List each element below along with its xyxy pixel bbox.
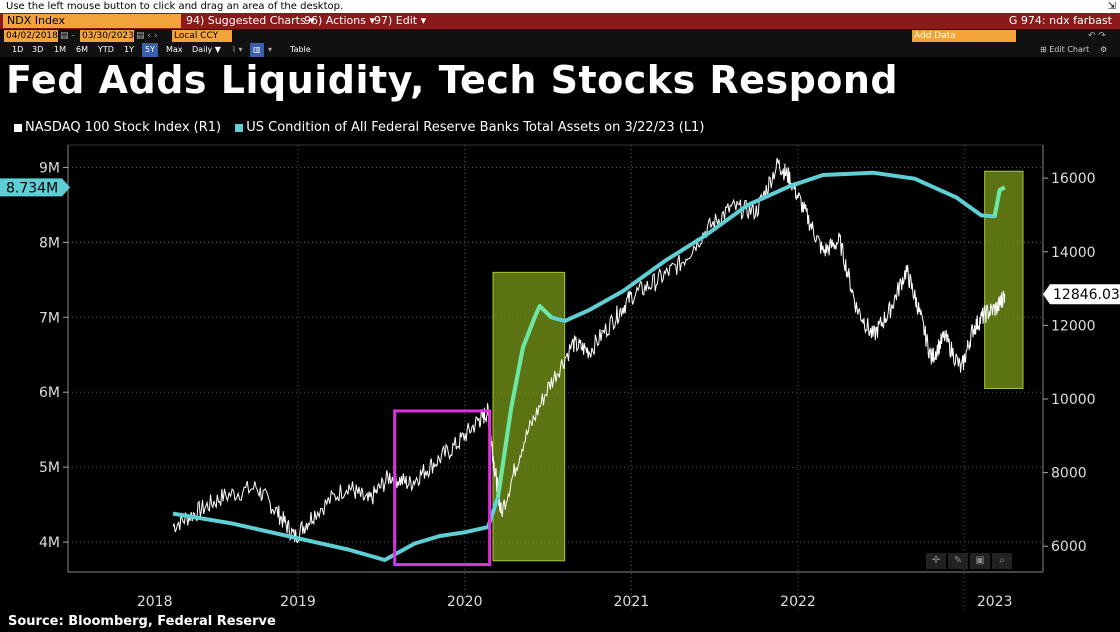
fed-last-value-label: 8.734M	[6, 180, 58, 196]
status-hint: Use the left mouse button to click and d…	[0, 0, 1120, 13]
fed-legend-swatch	[235, 123, 244, 132]
line-chart-icon[interactable]: ⌇ ▾	[232, 45, 243, 54]
range-max[interactable]: Max	[166, 45, 183, 54]
magenta-highlight-box	[393, 409, 492, 567]
fed-legend-label: US Condition of All Federal Reserve Bank…	[246, 120, 705, 135]
nasdaq-last-value-label: 12846.03	[1053, 287, 1120, 303]
left-tick-label: 5M	[39, 460, 60, 476]
zoom-icon[interactable]: ⌕	[992, 553, 1012, 569]
period-select[interactable]: Daily ▼	[192, 45, 221, 54]
left-tick-label: 7M	[39, 310, 60, 326]
currency-select[interactable]: Local CCY	[172, 30, 232, 42]
right-tick-label: 14000	[1051, 245, 1096, 261]
save-icon[interactable]: ▣	[970, 553, 990, 569]
undo-redo-icon[interactable]: ↶ ↷	[1088, 31, 1106, 41]
range-3d[interactable]: 3D	[32, 45, 44, 54]
range-1m[interactable]: 1M	[54, 45, 66, 54]
highlight-box	[492, 271, 566, 562]
bar-chart-icon[interactable]: ▥	[250, 43, 264, 57]
settings-icon[interactable]: ⚙	[1100, 45, 1108, 54]
menu-bar: NDX Index 94) Suggested Charts ▾ 96) Act…	[0, 13, 1120, 29]
nasdaq-series-line	[172, 157, 1006, 544]
suggested-charts-menu[interactable]: 94) Suggested Charts ▾	[186, 14, 315, 27]
x-tick-label: 2022	[780, 594, 816, 610]
nasdaq-legend-label: NASDAQ 100 Stock Index (R1)	[25, 120, 222, 135]
right-tick-label: 8000	[1051, 466, 1087, 482]
chart-legend: NASDAQ 100 Stock Index (R1) US Condition…	[14, 120, 704, 135]
range-toolbar: 1D 3D 1M 6M YTD 1Y 5Y Max Daily ▼ ⌇ ▾ ▥ …	[0, 43, 1120, 57]
edit-menu[interactable]: 97) Edit ▾	[374, 14, 427, 27]
end-date-input[interactable]: 03/30/2023	[80, 30, 134, 42]
x-tick-label: 2018	[137, 594, 173, 610]
add-data-input[interactable]: Add Data	[912, 30, 1016, 42]
fed-surge-2020	[496, 304, 553, 498]
start-date-input[interactable]: 04/02/2018	[4, 30, 58, 42]
pencil-icon[interactable]: ✎	[948, 553, 968, 569]
crosshair-icon[interactable]: ✛	[926, 553, 946, 569]
range-ytd[interactable]: YTD	[98, 45, 114, 54]
date-nav-icon[interactable]: ▤ ‹ ›	[136, 31, 158, 41]
status-hint-text: Use the left mouse button to click and d…	[6, 1, 344, 12]
source-note: Source: Bloomberg, Federal Reserve	[8, 614, 276, 629]
chart-tools: ✛ ✎ ▣ ⌕	[926, 548, 1014, 569]
left-tick-label: 6M	[39, 385, 60, 401]
table-button[interactable]: Table	[290, 45, 311, 54]
right-tick-label: 6000	[1051, 539, 1087, 555]
range-5y[interactable]: 5Y	[142, 43, 158, 57]
calendar-icon[interactable]: ▤ -	[60, 31, 75, 41]
edit-chart-button[interactable]: ⊞ Edit Chart	[1040, 45, 1090, 54]
resize-icon[interactable]: ⇲	[1107, 1, 1116, 12]
chart-title: Fed Adds Liquidity, Tech Stocks Respond	[6, 58, 899, 102]
x-tick-label: 2021	[614, 594, 650, 610]
x-tick-label: 2019	[280, 594, 316, 610]
date-toolbar: 04/02/2018 ▤ - 03/30/2023 ▤ ‹ › Local CC…	[0, 29, 1120, 43]
range-1y[interactable]: 1Y	[124, 45, 134, 54]
nasdaq-legend-swatch	[14, 123, 22, 132]
chart-id-label: G 974: ndx farbast	[1008, 14, 1112, 27]
x-tick-label: 2020	[447, 594, 483, 610]
fed-surge-2023	[992, 185, 1006, 217]
right-tick-label: 12000	[1051, 318, 1096, 334]
fed-last-value-badge	[0, 178, 70, 197]
left-tick-label: 4M	[39, 535, 60, 551]
fed-series-line	[172, 170, 1006, 562]
right-tick-label: 10000	[1051, 392, 1096, 408]
left-tick-label: 9M	[39, 160, 60, 176]
right-tick-label: 16000	[1051, 171, 1096, 187]
range-6m[interactable]: 6M	[76, 45, 88, 54]
ticker-field[interactable]: NDX Index	[3, 14, 181, 28]
actions-menu[interactable]: 96) Actions ▾	[304, 14, 375, 27]
x-tick-label: 2023	[977, 594, 1013, 610]
edit-chart-label: Edit Chart	[1049, 45, 1090, 54]
more-icon[interactable]: ▾	[268, 45, 273, 54]
range-1d[interactable]: 1D	[12, 45, 24, 54]
left-tick-label: 8M	[39, 235, 60, 251]
nasdaq-last-value-badge	[1043, 284, 1120, 305]
highlight-box	[984, 170, 1024, 389]
